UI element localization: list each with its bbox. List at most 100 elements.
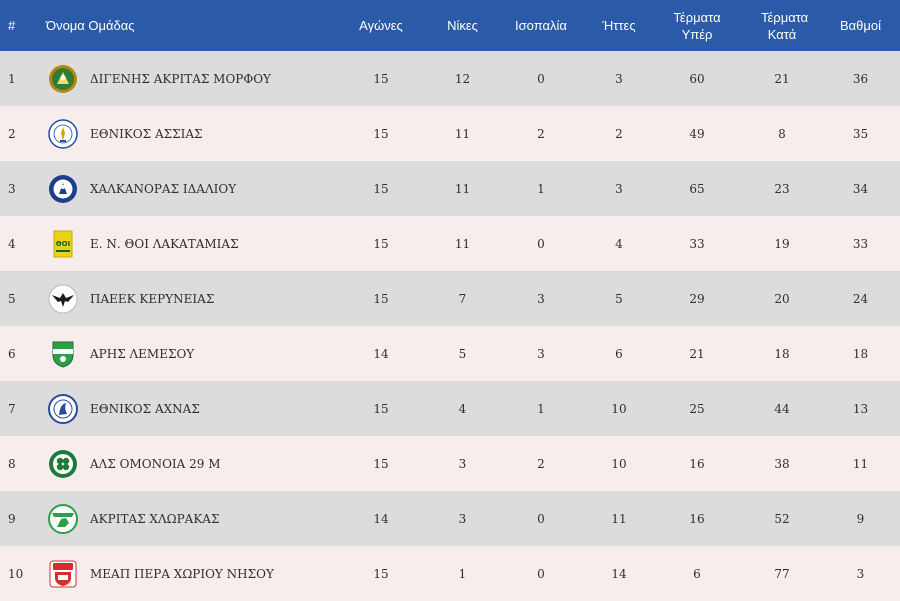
goals-for-cell: 60 bbox=[689, 71, 705, 86]
position-cell: 6 bbox=[8, 346, 16, 361]
goals-for-cell: 29 bbox=[689, 291, 705, 306]
standings-body: 1 ΔΙΓΕΝΗΣ ΑΚΡΙΤΑΣ ΜΟΡΦΟΥ 15 12 0 3 60 21 36 2 ΕΘΝΙ… bbox=[0, 51, 900, 601]
header-wins[interactable]: Νίκες bbox=[447, 18, 478, 33]
table-row[interactable]: 1 ΔΙΓΕΝΗΣ ΑΚΡΙΤΑΣ ΜΟΡΦΟΥ 15 12 0 3 60 21 36 bbox=[0, 51, 900, 106]
losses-cell: 6 bbox=[615, 346, 623, 361]
goals-against-cell: 20 bbox=[774, 291, 790, 306]
header-points[interactable]: Βαθμοί bbox=[839, 18, 882, 33]
team-info: ΕΘΝΙΚΟΣ ΑΧΝΑΣ bbox=[46, 393, 332, 424]
played-cell: 14 bbox=[373, 346, 389, 361]
goals-against-cell: 21 bbox=[774, 71, 790, 86]
team-info: ΠΑΕΕΚ ΚΕΡΥΝΕΙΑΣ bbox=[46, 284, 332, 314]
table-row[interactable]: 2 ΕΘΝΙΚΟΣ ΑΣΣΙΑΣ 15 11 2 2 49 8 35 bbox=[0, 106, 900, 161]
losses-cell: 10 bbox=[611, 401, 627, 416]
table-row[interactable]: 10 ΜΕΑΠ ΠΕΡΑ ΧΩΡΙΟΥ ΝΗΣΟΥ 15 1 0 14 6 77 3 bbox=[0, 546, 900, 601]
goals-against-cell: 18 bbox=[774, 346, 790, 361]
points-cell: 13 bbox=[852, 401, 869, 416]
points-cell: 3 bbox=[856, 566, 865, 581]
played-cell: 15 bbox=[373, 401, 389, 416]
wins-cell: 11 bbox=[454, 236, 471, 251]
wins-cell: 4 bbox=[458, 401, 467, 416]
team-cell: ΧΑΛΚΑΝΟΡΑΣ ΙΔΑΛΙΟΥ bbox=[32, 161, 332, 216]
table-row[interactable]: 8 ΑΛΣ ΟΜΟΝΟΙΑ 29 Μ 15 3 2 10 16 38 11 bbox=[0, 436, 900, 491]
wins-cell: 3 bbox=[458, 511, 467, 526]
played-cell: 14 bbox=[373, 511, 389, 526]
team-info: ΜΕΑΠ ΠΕΡΑ ΧΩΡΙΟΥ ΝΗΣΟΥ bbox=[46, 559, 332, 589]
played-cell: 15 bbox=[373, 566, 389, 581]
team-name[interactable]: ΔΙΓΕΝΗΣ ΑΚΡΙΤΑΣ ΜΟΡΦΟΥ bbox=[90, 71, 271, 86]
losses-cell: 11 bbox=[611, 511, 627, 526]
team-cell: ΑΚΡΙΤΑΣ ΧΛΩΡΑΚΑΣ bbox=[32, 491, 332, 546]
header-draws[interactable]: Ισοπαλία bbox=[515, 18, 567, 33]
losses-cell: 10 bbox=[611, 456, 627, 471]
table-row[interactable]: 7 ΕΘΝΙΚΟΣ ΑΧΝΑΣ 15 4 1 10 25 44 13 bbox=[0, 381, 900, 436]
points-cell: 11 bbox=[852, 456, 869, 471]
team-info: ΑΛΣ ΟΜΟΝΟΙΑ 29 Μ bbox=[46, 449, 332, 479]
wins-cell: 1 bbox=[458, 566, 467, 581]
wins-cell: 5 bbox=[458, 346, 467, 361]
losses-cell: 3 bbox=[615, 181, 623, 196]
draws-cell: 2 bbox=[537, 126, 545, 141]
team-cell: ΔΙΓΕΝΗΣ ΑΚΡΙΤΑΣ ΜΟΡΦΟΥ bbox=[32, 51, 332, 106]
team-name[interactable]: Ε. Ν. ΘΟΙ ΛΑΚΑΤΑΜΙΑΣ bbox=[90, 236, 239, 251]
team-name[interactable]: ΜΕΑΠ ΠΕΡΑ ΧΩΡΙΟΥ ΝΗΣΟΥ bbox=[90, 566, 274, 581]
position-cell: 5 bbox=[8, 291, 16, 306]
team-cell: ΠΑΕΕΚ ΚΕΡΥΝΕΙΑΣ bbox=[32, 271, 332, 326]
header-losses[interactable]: Ήττες bbox=[602, 18, 636, 33]
losses-cell: 4 bbox=[615, 236, 623, 251]
table-row[interactable]: 9 ΑΚΡΙΤΑΣ ΧΛΩΡΑΚΑΣ 14 3 0 11 16 52 9 bbox=[0, 491, 900, 546]
wins-cell: 12 bbox=[454, 71, 471, 86]
team-info: ΘΟΙ Ε. Ν. ΘΟΙ ΛΑΚΑΤΑΜΙΑΣ bbox=[46, 229, 332, 259]
goals-for-cell: 16 bbox=[689, 511, 705, 526]
header-goals-for[interactable]: Τέρματα Υπέρ bbox=[673, 9, 721, 42]
svg-text:ΘΟΙ: ΘΟΙ bbox=[56, 240, 71, 248]
header-row: # Όνομα Ομάδας Αγώνες Νίκες Ισοπαλία Ήττ… bbox=[0, 0, 900, 51]
position-cell: 7 bbox=[8, 401, 16, 416]
goals-for-cell: 25 bbox=[689, 401, 705, 416]
played-cell: 15 bbox=[373, 181, 389, 196]
position-cell: 3 bbox=[8, 181, 16, 196]
team-name[interactable]: ΑΛΣ ΟΜΟΝΟΙΑ 29 Μ bbox=[90, 456, 221, 471]
team-name[interactable]: ΕΘΝΙΚΟΣ ΑΣΣΙΑΣ bbox=[90, 126, 203, 141]
position-cell: 1 bbox=[8, 71, 16, 86]
points-cell: 35 bbox=[852, 126, 869, 141]
points-cell: 9 bbox=[856, 511, 865, 526]
team-name[interactable]: ΠΑΕΕΚ ΚΕΡΥΝΕΙΑΣ bbox=[90, 291, 215, 306]
played-cell: 15 bbox=[373, 71, 389, 86]
goals-against-cell: 52 bbox=[774, 511, 790, 526]
played-cell: 15 bbox=[373, 236, 389, 251]
header-goals-against[interactable]: Τέρματα Κατά bbox=[761, 9, 809, 42]
team-name[interactable]: ΑΚΡΙΤΑΣ ΧΛΩΡΑΚΑΣ bbox=[90, 511, 220, 526]
wins-cell: 7 bbox=[458, 291, 467, 306]
paeek-eagle-crest-icon bbox=[48, 284, 78, 314]
table-row[interactable]: 3 ΧΑΛΚΑΝΟΡΑΣ ΙΔΑΛΙΟΥ 15 11 1 3 65 23 34 bbox=[0, 161, 900, 216]
header-team[interactable]: Όνομα Ομάδας bbox=[46, 18, 135, 33]
aris-limassol-crest-icon bbox=[48, 339, 78, 369]
points-cell: 24 bbox=[852, 291, 869, 306]
team-info: ΑΡΗΣ ΛΕΜΕΣΟΥ bbox=[46, 339, 332, 369]
team-name[interactable]: ΕΘΝΙΚΟΣ ΑΧΝΑΣ bbox=[90, 401, 200, 416]
goals-for-cell: 16 bbox=[689, 456, 705, 471]
digenis-akritas-crest-icon bbox=[48, 64, 78, 94]
wins-cell: 11 bbox=[454, 181, 471, 196]
played-cell: 15 bbox=[373, 126, 389, 141]
draws-cell: 0 bbox=[537, 511, 545, 526]
header-pos[interactable]: # bbox=[8, 18, 16, 33]
team-name[interactable]: ΧΑΛΚΑΝΟΡΑΣ ΙΔΑΛΙΟΥ bbox=[90, 181, 237, 196]
position-cell: 2 bbox=[8, 126, 16, 141]
goals-for-cell: 49 bbox=[689, 126, 705, 141]
table-row[interactable]: 6 ΑΡΗΣ ΛΕΜΕΣΟΥ 14 5 3 6 21 18 18 bbox=[0, 326, 900, 381]
table-row[interactable]: 5 ΠΑΕΕΚ ΚΕΡΥΝΕΙΑΣ 15 7 3 5 29 20 24 bbox=[0, 271, 900, 326]
points-cell: 34 bbox=[852, 181, 869, 196]
goals-for-cell: 6 bbox=[693, 566, 701, 581]
draws-cell: 0 bbox=[537, 236, 545, 251]
table-row[interactable]: 4 ΘΟΙ Ε. Ν. ΘΟΙ ΛΑΚΑΤΑΜΙΑΣ 15 11 0 4 33 19 33 bbox=[0, 216, 900, 271]
header-played[interactable]: Αγώνες bbox=[359, 18, 403, 33]
goals-against-cell: 77 bbox=[774, 566, 790, 581]
wins-cell: 11 bbox=[454, 126, 471, 141]
draws-cell: 0 bbox=[537, 71, 545, 86]
team-name[interactable]: ΑΡΗΣ ΛΕΜΕΣΟΥ bbox=[90, 346, 195, 361]
goals-against-cell: 44 bbox=[774, 401, 790, 416]
goals-for-cell: 65 bbox=[689, 181, 705, 196]
